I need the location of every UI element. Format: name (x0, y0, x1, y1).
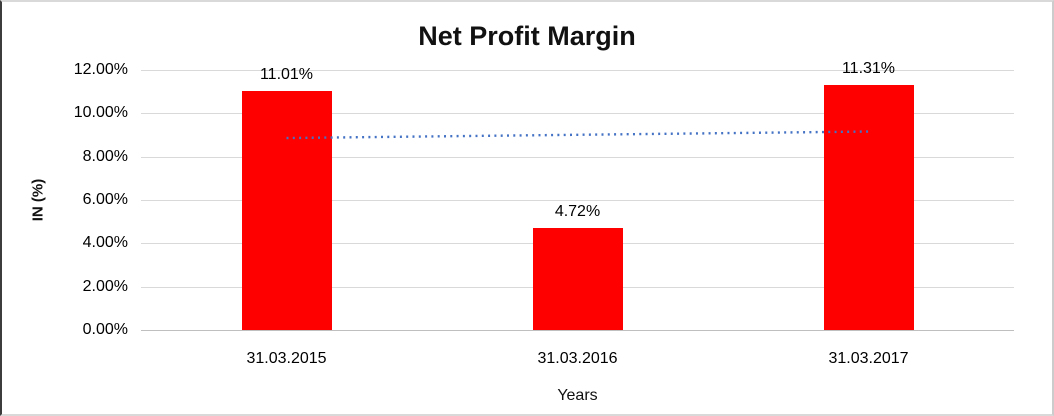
x-axis-title: Years (557, 387, 598, 404)
x-axis-tick-label: 31.03.2015 (246, 350, 327, 367)
x-axis-line (141, 330, 1014, 331)
y-axis-tick-label: 2.00% (82, 277, 128, 295)
bar-value-label: 11.01% (259, 66, 314, 84)
gridline (141, 200, 1014, 201)
x-axis-tick-label: 31.03.2016 (537, 350, 618, 367)
gridline (141, 70, 1014, 71)
gridline (141, 113, 1014, 114)
x-axis-tick-label: 31.03.2017 (828, 350, 909, 367)
gridline (141, 157, 1014, 158)
y-axis-tick-label: 8.00% (82, 147, 128, 165)
bar (823, 84, 914, 330)
y-axis-tick-label: 12.00% (73, 61, 128, 78)
chart-title: Net Profit Margin (418, 21, 636, 51)
bar (532, 227, 623, 330)
y-axis-tick-label: 4.00% (82, 234, 128, 252)
trendline (286, 130, 869, 140)
y-axis-tick-label: 0.00% (82, 321, 128, 338)
bar-value-label: 4.72% (554, 202, 601, 220)
bar (241, 91, 332, 330)
y-axis-tick-label: 6.00% (82, 191, 128, 208)
bar-value-label: 11.31% (841, 59, 896, 77)
y-axis-tick-label: 10.00% (73, 104, 128, 122)
